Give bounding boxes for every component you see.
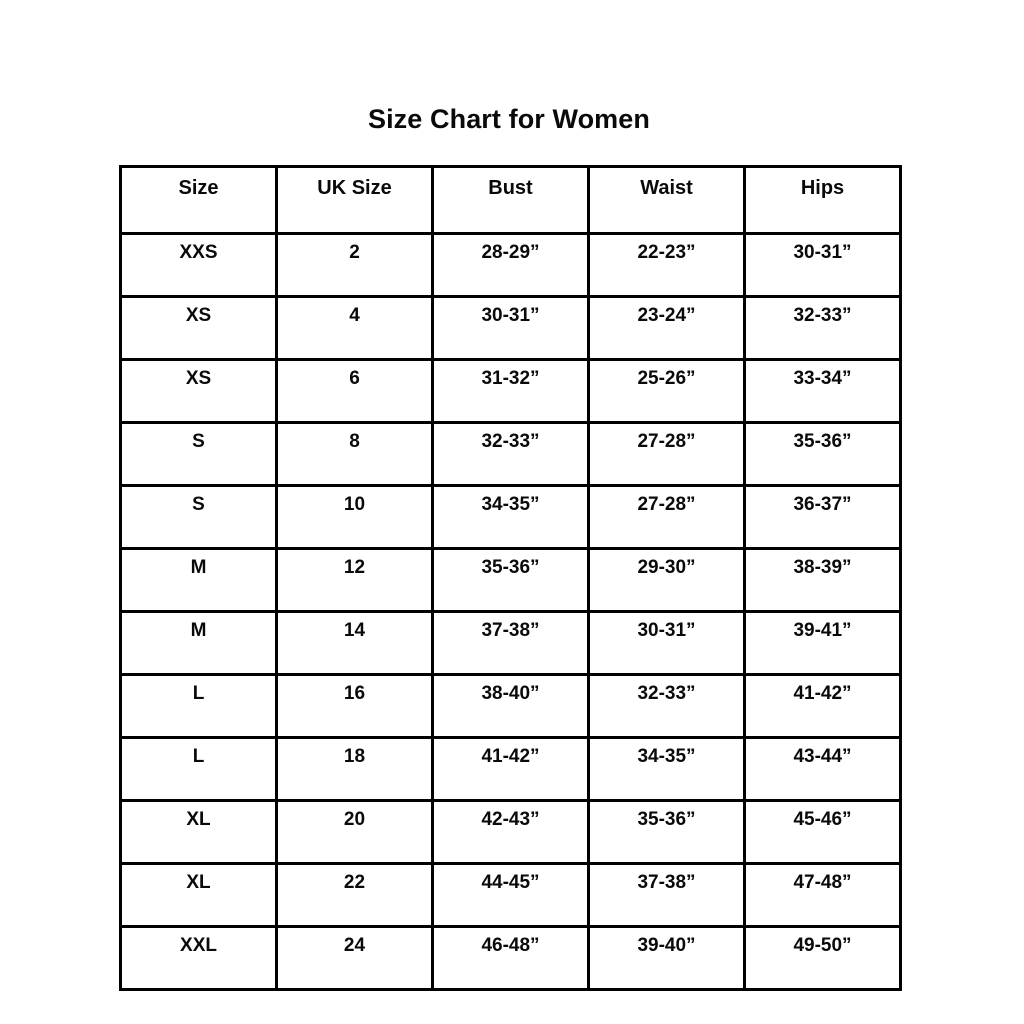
cell-waist: 30-31” bbox=[587, 610, 746, 676]
table-body: XXS 2 28-29” 22-23” 30-31” XS 4 30-31” 23-24” 32-… bbox=[119, 232, 902, 991]
cell-hips: 35-36” bbox=[743, 421, 902, 487]
cell-size: L bbox=[119, 673, 278, 739]
cell-waist: 34-35” bbox=[587, 736, 746, 802]
cell-bust: 41-42” bbox=[431, 736, 590, 802]
cell-bust: 38-40” bbox=[431, 673, 590, 739]
cell-uk-size: 22 bbox=[275, 862, 434, 928]
cell-hips: 36-37” bbox=[743, 484, 902, 550]
cell-waist: 39-40” bbox=[587, 925, 746, 991]
cell-hips: 43-44” bbox=[743, 736, 902, 802]
column-header-size: Size bbox=[119, 165, 278, 235]
table-header-row: Size UK Size Bust Waist Hips bbox=[119, 165, 902, 235]
cell-bust: 35-36” bbox=[431, 547, 590, 613]
cell-uk-size: 20 bbox=[275, 799, 434, 865]
cell-bust: 46-48” bbox=[431, 925, 590, 991]
table-row: S 8 32-33” 27-28” 35-36” bbox=[119, 421, 902, 487]
cell-hips: 38-39” bbox=[743, 547, 902, 613]
cell-waist: 27-28” bbox=[587, 421, 746, 487]
cell-bust: 37-38” bbox=[431, 610, 590, 676]
cell-waist: 22-23” bbox=[587, 232, 746, 298]
cell-uk-size: 24 bbox=[275, 925, 434, 991]
cell-hips: 45-46” bbox=[743, 799, 902, 865]
cell-bust: 31-32” bbox=[431, 358, 590, 424]
column-header-uk-size: UK Size bbox=[275, 165, 434, 235]
cell-uk-size: 10 bbox=[275, 484, 434, 550]
cell-hips: 41-42” bbox=[743, 673, 902, 739]
cell-size: XS bbox=[119, 295, 278, 361]
cell-hips: 47-48” bbox=[743, 862, 902, 928]
cell-waist: 29-30” bbox=[587, 547, 746, 613]
cell-bust: 44-45” bbox=[431, 862, 590, 928]
cell-size: M bbox=[119, 610, 278, 676]
table-row: XL 20 42-43” 35-36” 45-46” bbox=[119, 799, 902, 865]
cell-hips: 32-33” bbox=[743, 295, 902, 361]
cell-bust: 28-29” bbox=[431, 232, 590, 298]
cell-uk-size: 4 bbox=[275, 295, 434, 361]
cell-waist: 32-33” bbox=[587, 673, 746, 739]
cell-size: XXL bbox=[119, 925, 278, 991]
cell-uk-size: 8 bbox=[275, 421, 434, 487]
cell-waist: 27-28” bbox=[587, 484, 746, 550]
cell-hips: 33-34” bbox=[743, 358, 902, 424]
cell-uk-size: 18 bbox=[275, 736, 434, 802]
cell-bust: 42-43” bbox=[431, 799, 590, 865]
cell-hips: 30-31” bbox=[743, 232, 902, 298]
cell-size: S bbox=[119, 484, 278, 550]
table-row: XXL 24 46-48” 39-40” 49-50” bbox=[119, 925, 902, 991]
cell-uk-size: 14 bbox=[275, 610, 434, 676]
cell-uk-size: 16 bbox=[275, 673, 434, 739]
cell-size: XL bbox=[119, 799, 278, 865]
cell-size: S bbox=[119, 421, 278, 487]
table-row: L 18 41-42” 34-35” 43-44” bbox=[119, 736, 902, 802]
table-row: XL 22 44-45” 37-38” 47-48” bbox=[119, 862, 902, 928]
cell-hips: 39-41” bbox=[743, 610, 902, 676]
size-chart-table: Size UK Size Bust Waist Hips XXS 2 28-29” 2… bbox=[119, 165, 902, 991]
table-row: XS 6 31-32” 25-26” 33-34” bbox=[119, 358, 902, 424]
cell-bust: 32-33” bbox=[431, 421, 590, 487]
table-row: L 16 38-40” 32-33” 41-42” bbox=[119, 673, 902, 739]
cell-waist: 35-36” bbox=[587, 799, 746, 865]
cell-size: XS bbox=[119, 358, 278, 424]
table-row: XS 4 30-31” 23-24” 32-33” bbox=[119, 295, 902, 361]
table-row: S 10 34-35” 27-28” 36-37” bbox=[119, 484, 902, 550]
table-header: Size UK Size Bust Waist Hips bbox=[119, 165, 902, 235]
cell-bust: 30-31” bbox=[431, 295, 590, 361]
cell-uk-size: 2 bbox=[275, 232, 434, 298]
cell-size: XL bbox=[119, 862, 278, 928]
cell-size: L bbox=[119, 736, 278, 802]
cell-size: M bbox=[119, 547, 278, 613]
table-row: M 12 35-36” 29-30” 38-39” bbox=[119, 547, 902, 613]
table-row: M 14 37-38” 30-31” 39-41” bbox=[119, 610, 902, 676]
cell-bust: 34-35” bbox=[431, 484, 590, 550]
table-row: XXS 2 28-29” 22-23” 30-31” bbox=[119, 232, 902, 298]
cell-uk-size: 12 bbox=[275, 547, 434, 613]
column-header-waist: Waist bbox=[587, 165, 746, 235]
column-header-bust: Bust bbox=[431, 165, 590, 235]
column-header-hips: Hips bbox=[743, 165, 902, 235]
cell-size: XXS bbox=[119, 232, 278, 298]
cell-waist: 23-24” bbox=[587, 295, 746, 361]
cell-uk-size: 6 bbox=[275, 358, 434, 424]
page-title: Size Chart for Women bbox=[367, 104, 651, 134]
cell-hips: 49-50” bbox=[743, 925, 902, 991]
cell-waist: 37-38” bbox=[587, 862, 746, 928]
cell-waist: 25-26” bbox=[587, 358, 746, 424]
